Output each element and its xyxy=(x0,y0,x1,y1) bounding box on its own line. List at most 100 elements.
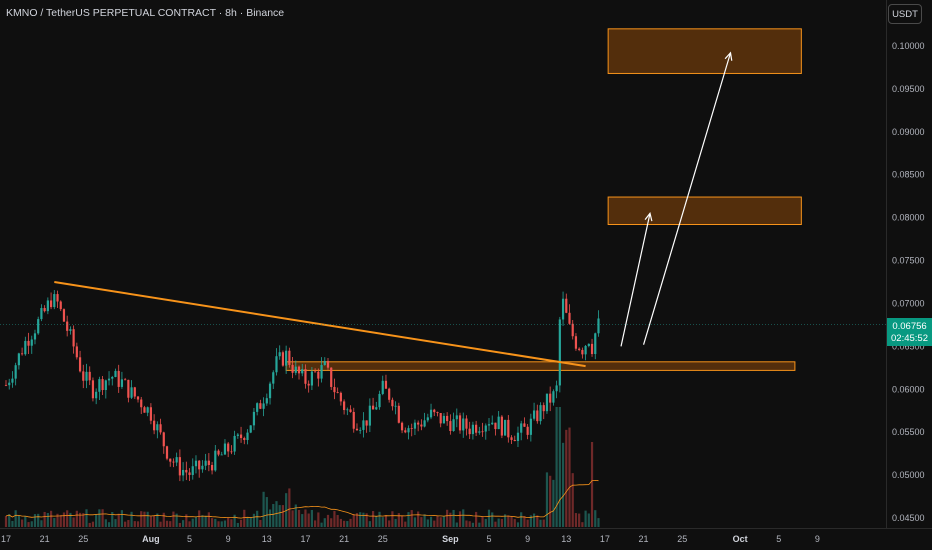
volume-bar xyxy=(49,510,53,527)
candle-body xyxy=(120,379,124,387)
candle-body xyxy=(182,469,185,476)
volume-bar xyxy=(59,514,62,527)
candle-body xyxy=(333,386,336,393)
candle-body xyxy=(268,383,272,399)
candle-body xyxy=(475,424,478,433)
candle-body xyxy=(249,425,252,433)
candle-body xyxy=(95,391,98,399)
candle-body xyxy=(53,294,56,308)
candle-body xyxy=(104,380,107,390)
volume-bar xyxy=(513,519,516,527)
x-tick-label: 25 xyxy=(677,534,687,544)
candle-body xyxy=(371,405,375,410)
candle-body xyxy=(381,380,384,394)
candle-body xyxy=(91,380,95,399)
candle-body xyxy=(500,416,503,436)
volume-bar xyxy=(539,519,542,527)
volume-bar xyxy=(149,516,152,527)
volume-bar xyxy=(532,513,536,527)
candle-body xyxy=(449,421,452,432)
candle-body xyxy=(220,454,223,456)
x-tick-label: 5 xyxy=(486,534,491,544)
volume-bar xyxy=(336,515,339,527)
candle-body xyxy=(433,409,436,413)
x-tick-label: Aug xyxy=(142,534,160,544)
x-tick-label: 13 xyxy=(561,534,571,544)
candle-body xyxy=(384,380,388,389)
candle-body xyxy=(246,432,249,441)
volume-bar xyxy=(410,510,413,527)
volume-bar xyxy=(594,510,597,527)
candle-body xyxy=(565,298,568,313)
volume-bar xyxy=(362,512,365,527)
candle-body xyxy=(494,422,497,430)
volume-bar xyxy=(455,522,458,527)
candle-body xyxy=(462,418,465,431)
candle-body xyxy=(140,399,143,408)
volume-bar xyxy=(371,511,375,527)
volume-bar xyxy=(33,514,37,527)
candle-body xyxy=(452,419,455,432)
candle-body xyxy=(526,426,529,435)
volume-bar xyxy=(185,514,188,527)
annotations-layer xyxy=(54,51,733,368)
candle-body xyxy=(149,407,152,421)
volume-bar xyxy=(478,522,481,527)
volume-bar xyxy=(555,407,558,527)
trendline xyxy=(54,281,586,368)
volume-bar xyxy=(404,521,407,527)
volume-bar xyxy=(85,509,88,527)
volume-bar xyxy=(272,504,275,527)
volume-bar xyxy=(268,509,272,527)
symbol-title[interactable]: KMNO / TetherUS PERPETUAL CONTRACT · 8h … xyxy=(6,7,285,19)
volume-bar xyxy=(227,517,230,527)
volume-bar xyxy=(207,512,210,527)
x-tick-label: 25 xyxy=(378,534,388,544)
candle-body xyxy=(146,407,149,413)
volume-bar xyxy=(433,520,436,527)
candle-body xyxy=(552,391,555,403)
x-tick-label: 17 xyxy=(600,534,610,544)
candle-body xyxy=(545,393,549,412)
volume-bar xyxy=(536,515,539,527)
volume-bar xyxy=(156,513,159,527)
volume-bar xyxy=(278,505,281,527)
projection-arrow xyxy=(642,52,732,345)
volume-bar xyxy=(475,511,478,527)
candle-body xyxy=(88,371,91,381)
candle-body xyxy=(529,418,532,435)
volume-bar xyxy=(578,513,581,527)
volume-bar xyxy=(429,516,433,527)
volume-bar xyxy=(14,510,17,527)
volume-bar xyxy=(549,475,552,527)
currency-button[interactable]: USDT xyxy=(888,4,922,24)
x-tick-label: 13 xyxy=(262,534,272,544)
candle-body xyxy=(410,428,413,429)
candle-body xyxy=(330,367,333,387)
y-tick-label: 0.09000 xyxy=(892,127,925,137)
candle-body xyxy=(40,308,43,320)
volume-bar xyxy=(426,519,429,527)
candle-body xyxy=(487,424,491,426)
candle-body xyxy=(400,422,404,431)
volume-bar xyxy=(574,513,578,527)
candle-body xyxy=(323,360,326,366)
candle-body xyxy=(404,430,407,433)
candle-body xyxy=(513,439,516,442)
volume-bar xyxy=(542,519,545,527)
volume-bar xyxy=(285,493,288,527)
candle-body xyxy=(423,420,426,427)
candle-body xyxy=(365,420,368,426)
candle-body xyxy=(307,383,310,386)
candle-body xyxy=(388,388,391,400)
volume-bar xyxy=(545,472,549,527)
candle-body xyxy=(227,443,230,452)
volume-bar xyxy=(294,504,297,527)
candle-body xyxy=(210,464,214,471)
volume-bar xyxy=(346,521,349,527)
candle-body xyxy=(478,431,481,433)
volume-bar xyxy=(314,520,317,527)
volume-bar xyxy=(565,429,568,527)
